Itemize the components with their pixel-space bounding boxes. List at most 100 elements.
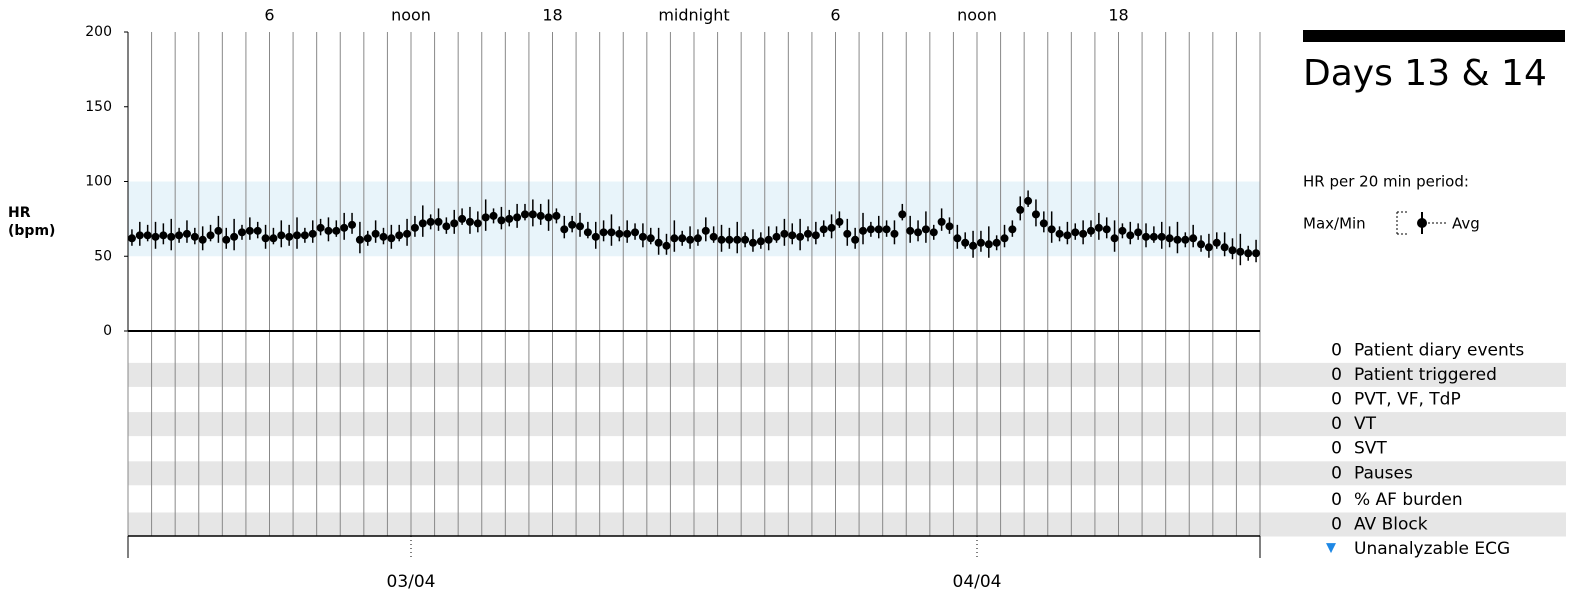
avg-dot: [607, 228, 616, 237]
avg-dot: [1252, 249, 1261, 258]
avg-dot: [324, 226, 333, 235]
avg-dot: [1134, 228, 1143, 237]
row-stripe: [128, 412, 1566, 437]
avg-dot: [198, 235, 207, 244]
event-count: 0: [1331, 515, 1342, 535]
avg-dot: [513, 213, 522, 222]
avg-dot: [874, 225, 883, 234]
avg-dot: [811, 231, 820, 240]
avg-dot: [591, 232, 600, 241]
y-axis-label: (bpm): [8, 223, 55, 239]
avg-dot: [583, 228, 592, 237]
event-label: AV Block: [1354, 515, 1428, 535]
avg-dot: [882, 225, 891, 234]
avg-dot: [969, 241, 978, 250]
avg-dot: [701, 226, 710, 235]
avg-dot: [1024, 196, 1033, 205]
avg-dot: [1181, 235, 1190, 244]
avg-dot: [914, 228, 923, 237]
avg-dot: [890, 229, 899, 238]
avg-dot: [741, 235, 750, 244]
avg-dot: [371, 229, 380, 238]
avg-dot: [1173, 235, 1182, 244]
avg-dot: [308, 229, 317, 238]
y-tick-label: 0: [103, 323, 112, 339]
event-count: 0: [1331, 390, 1342, 410]
row-stripe: [128, 362, 1566, 387]
avg-dot: [1236, 247, 1245, 256]
row-stripe: [128, 461, 1566, 486]
avg-dot: [363, 234, 372, 243]
x-tick-label: noon: [957, 6, 997, 25]
unanalyzable-marker: ▼: [1326, 541, 1336, 556]
avg-dot: [214, 226, 223, 235]
avg-dot: [725, 235, 734, 244]
avg-dot: [159, 231, 168, 240]
avg-dot: [1039, 219, 1048, 228]
avg-dot: [1149, 232, 1158, 241]
event-label: Patient triggered: [1354, 365, 1497, 385]
avg-dot: [717, 235, 726, 244]
avg-dot: [835, 217, 844, 226]
avg-dot: [434, 217, 443, 226]
y-axis-label: HR: [8, 205, 31, 221]
avg-dot: [693, 234, 702, 243]
avg-dot: [151, 232, 160, 241]
y-tick-label: 50: [94, 248, 112, 264]
background: [127, 32, 1566, 537]
avg-dot: [772, 232, 781, 241]
avg-dot: [646, 234, 655, 243]
avg-dot: [340, 223, 349, 232]
legend-glyph: [1396, 211, 1448, 235]
avg-dot: [780, 229, 789, 238]
avg-dot: [497, 216, 506, 225]
avg-dot: [866, 225, 875, 234]
avg-dot: [576, 222, 585, 231]
avg-dot: [300, 231, 309, 240]
avg-dot: [395, 231, 404, 240]
avg-dot: [631, 228, 640, 237]
avg-dot: [442, 222, 451, 231]
avg-dot: [1118, 226, 1127, 235]
legend-avg: Avg: [1452, 215, 1480, 233]
avg-dot: [1197, 240, 1206, 249]
avg-dot: [638, 232, 647, 241]
avg-dot: [1047, 225, 1056, 234]
avg-dot: [1126, 231, 1135, 240]
avg-dot: [253, 226, 262, 235]
avg-dot: [623, 229, 632, 238]
avg-dot: [206, 231, 215, 240]
title-bar: [1303, 30, 1565, 42]
x-tick-label: noon: [391, 6, 431, 25]
avg-dot: [1031, 210, 1040, 219]
avg-dot: [906, 226, 915, 235]
avg-dot: [261, 234, 270, 243]
avg-dot: [410, 223, 419, 232]
avg-dot: [1228, 246, 1237, 255]
avg-dot: [1055, 229, 1064, 238]
avg-dot: [544, 213, 553, 222]
avg-dot: [1063, 231, 1072, 240]
avg-dot: [426, 217, 435, 226]
avg-dot: [473, 219, 482, 228]
avg-dot: [1110, 234, 1119, 243]
avg-dot: [961, 238, 970, 247]
avg-dot: [733, 235, 742, 244]
avg-dot: [788, 231, 797, 240]
avg-dot: [465, 217, 474, 226]
event-count: 0: [1331, 439, 1342, 459]
avg-dot: [528, 210, 537, 219]
avg-dot: [277, 231, 286, 240]
avg-dot: [843, 229, 852, 238]
avg-dot: [1016, 205, 1025, 214]
avg-dot: [348, 220, 357, 229]
avg-dot: [859, 226, 868, 235]
avg-dot: [851, 235, 860, 244]
avg-dot: [355, 235, 364, 244]
avg-dot: [167, 232, 176, 241]
avg-dot: [536, 211, 545, 220]
avg-dot: [984, 240, 993, 249]
avg-dot: [332, 226, 341, 235]
y-tick-label: 200: [85, 24, 112, 40]
